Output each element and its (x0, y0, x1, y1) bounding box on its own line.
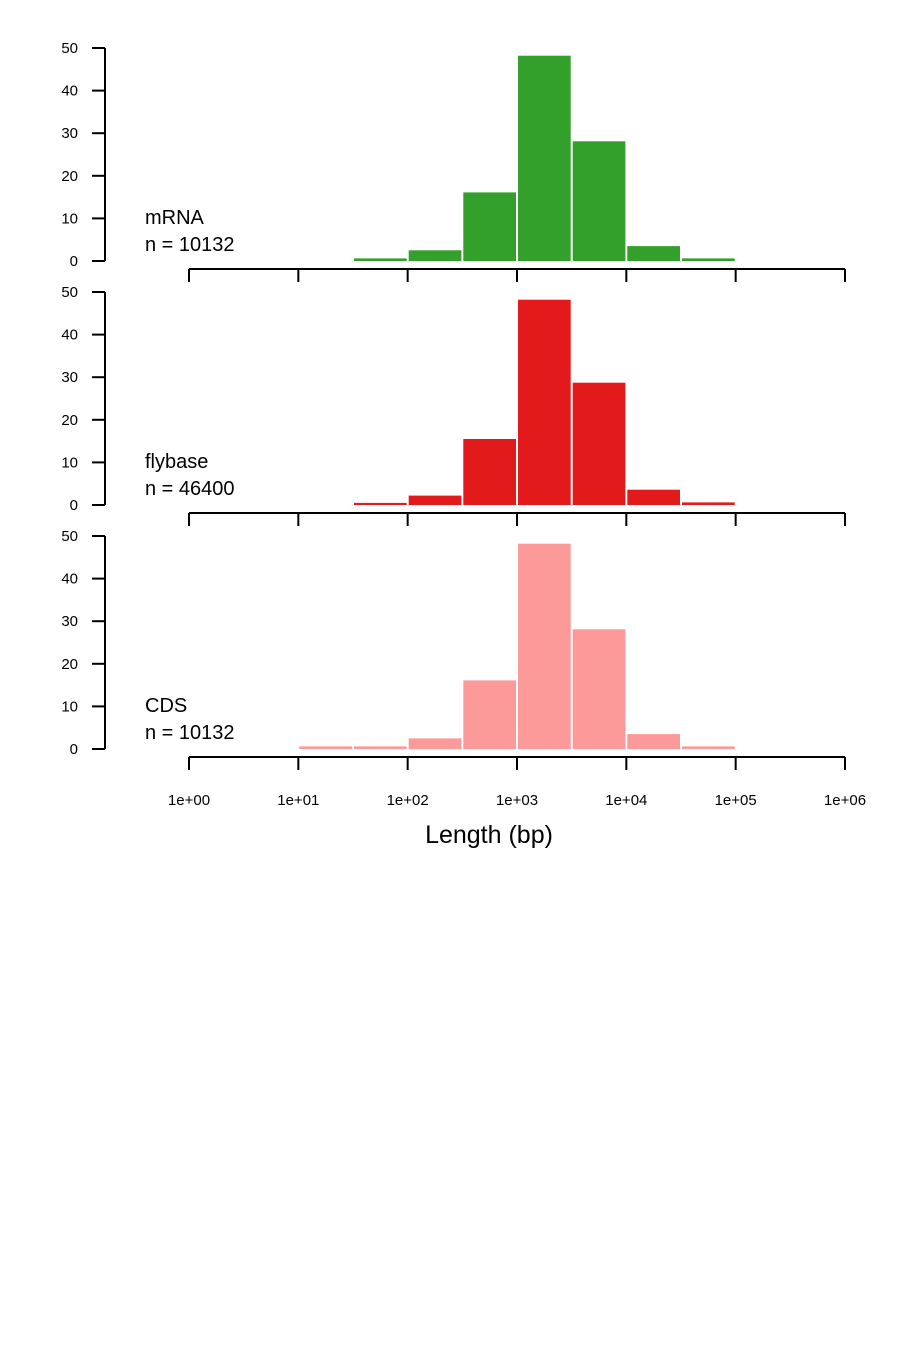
panel-cds: 0 10 20 30 40 50 CDS n = 10132 (61, 528, 846, 770)
histogram-bar (354, 746, 407, 749)
x-tick-label: 1e+02 (387, 792, 429, 809)
y-tick-label: 20 (61, 656, 78, 673)
histogram-bar (354, 258, 407, 261)
y-tick-label: 40 (61, 83, 78, 100)
panel-label: mRNA (145, 207, 205, 229)
histogram-bar (627, 489, 680, 505)
y-tick-label: 10 (61, 210, 78, 227)
y-tick-label: 30 (61, 613, 78, 630)
histogram-bar (408, 738, 462, 749)
y-tick-label: 20 (61, 168, 78, 185)
y-tick-label: 0 (70, 253, 78, 270)
panel-label: CDS (145, 695, 187, 717)
y-tick-label: 10 (61, 698, 78, 715)
x-axis-title: Length (bp) (425, 821, 553, 849)
y-tick-label: 40 (61, 571, 78, 588)
histogram-bar (518, 299, 571, 505)
x-tick-label: 1e+06 (824, 792, 866, 809)
panel-flybase: 0 10 20 30 40 50 flybase n = 46400 (61, 284, 846, 526)
x-tick-label: 1e+01 (277, 792, 319, 809)
x-tick-label: 1e+04 (605, 792, 647, 809)
x-tick-label: 1e+00 (168, 792, 210, 809)
y-tick-label: 10 (61, 454, 78, 471)
histogram-bar (518, 55, 571, 262)
histogram-bar (408, 495, 462, 505)
histogram-bar (463, 680, 516, 749)
panel-n-label: n = 10132 (145, 722, 235, 744)
histogram-bar (463, 439, 516, 505)
y-tick-label: 0 (70, 741, 78, 758)
y-tick-label: 50 (61, 284, 78, 301)
x-tick-labels: 1e+00 1e+01 1e+02 1e+03 1e+04 1e+05 1e+06 (168, 792, 866, 809)
x-tick-label: 1e+05 (715, 792, 757, 809)
x-tick-label: 1e+03 (496, 792, 538, 809)
panel-mrna: 0 10 20 30 40 50 mRNA n = 10132 (61, 40, 846, 282)
histogram-bar (682, 746, 735, 749)
histogram-bar (299, 746, 352, 749)
panel-label: flybase (145, 451, 208, 473)
histogram-bar (572, 141, 626, 261)
y-tick-label: 0 (70, 497, 78, 514)
histogram-panels: 0 10 20 30 40 50 mRNA n = 10132 0 10 20 30 40 50 flyba… (61, 40, 846, 770)
y-tick-label: 40 (61, 327, 78, 344)
y-tick-label: 30 (61, 125, 78, 142)
histogram-bar (572, 629, 626, 749)
histogram-bar (463, 192, 516, 261)
y-tick-label: 50 (61, 528, 78, 545)
histogram-bar (682, 502, 735, 505)
histogram-bar (682, 258, 735, 261)
panel-n-label: n = 10132 (145, 234, 235, 256)
panel-n-label: n = 46400 (145, 478, 235, 500)
histogram-bar (518, 543, 571, 749)
y-tick-label: 20 (61, 412, 78, 429)
histogram-bar (572, 382, 626, 505)
histogram-bar (408, 250, 462, 261)
histogram-bar (627, 246, 680, 261)
y-tick-label: 50 (61, 40, 78, 57)
histogram-bar (627, 734, 680, 749)
y-tick-label: 30 (61, 369, 78, 386)
histogram-bar (354, 502, 407, 505)
